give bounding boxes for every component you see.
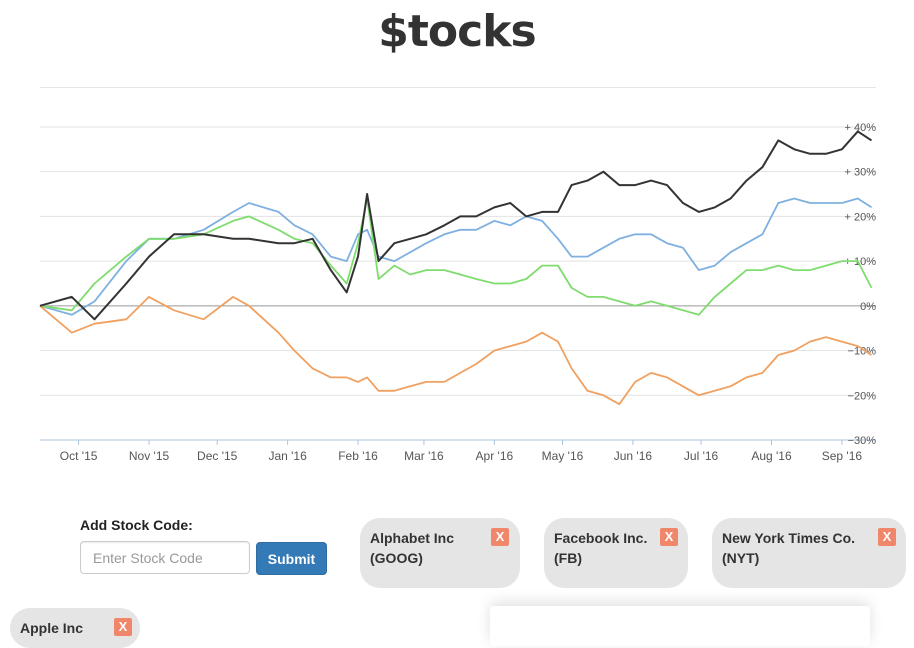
series-line-1 bbox=[39, 197, 873, 316]
stock-code-input[interactable] bbox=[80, 541, 250, 574]
remove-goog-button[interactable]: X bbox=[491, 528, 509, 546]
stock-card-fb: Facebook Inc. (FB) X bbox=[544, 518, 688, 588]
x-tick-label: Jul '16 bbox=[684, 449, 719, 463]
remove-aapl-button[interactable]: X bbox=[114, 618, 132, 636]
y-tick-label: −30% bbox=[848, 435, 877, 447]
y-tick-label: + 30% bbox=[845, 167, 877, 179]
x-tick-label: May '16 bbox=[542, 449, 584, 463]
series-line-0 bbox=[39, 197, 872, 316]
y-tick-label: 0% bbox=[860, 301, 876, 313]
stock-chart: + 40% + 30% + 20% + 10% 0% −10% −20% −30% Oct '… bbox=[39, 122, 877, 463]
stock-card-aapl: Apple Inc X bbox=[10, 608, 140, 648]
stock-code: (NYT) bbox=[722, 550, 760, 566]
x-tick-label: Oct '15 bbox=[60, 449, 98, 463]
y-tick-label: −10% bbox=[848, 346, 877, 358]
series-line-3 bbox=[39, 130, 873, 321]
x-tick-label: Jan '16 bbox=[268, 449, 307, 463]
stock-code: (FB) bbox=[554, 550, 582, 566]
x-tick-label: Aug '16 bbox=[751, 449, 792, 463]
title-divider bbox=[40, 87, 876, 88]
add-stock-label: Add Stock Code: bbox=[80, 517, 193, 533]
series-line-2 bbox=[39, 296, 872, 406]
stock-card-nyt: New York Times Co. (NYT) X bbox=[712, 518, 906, 588]
y-tick-label: + 40% bbox=[845, 122, 877, 134]
y-tick-label: + 20% bbox=[845, 211, 877, 223]
y-tick-label: + 10% bbox=[845, 256, 877, 268]
remove-nyt-button[interactable]: X bbox=[878, 528, 896, 546]
y-tick-label: −20% bbox=[848, 390, 877, 402]
stock-code: (GOOG) bbox=[370, 550, 423, 566]
stock-name: New York Times Co. bbox=[722, 530, 856, 546]
x-tick-label: Nov '15 bbox=[129, 449, 170, 463]
x-tick-label: Jun '16 bbox=[614, 449, 653, 463]
x-tick-label: Mar '16 bbox=[404, 449, 444, 463]
stock-name: Alphabet Inc bbox=[370, 530, 455, 546]
remove-fb-button[interactable]: X bbox=[660, 528, 678, 546]
next-card-shadow bbox=[490, 606, 870, 646]
x-tick-label: Apr '16 bbox=[476, 449, 514, 463]
x-tick-label: Sep '16 bbox=[822, 449, 863, 463]
stock-card-goog: Alphabet Inc (GOOG) X bbox=[360, 518, 520, 588]
stock-name: Facebook Inc. bbox=[554, 530, 648, 546]
page-title: $tocks bbox=[378, 6, 536, 57]
x-tick-label: Dec '15 bbox=[197, 449, 238, 463]
x-tick-label: Feb '16 bbox=[338, 449, 378, 463]
submit-button[interactable]: Submit bbox=[256, 542, 327, 575]
